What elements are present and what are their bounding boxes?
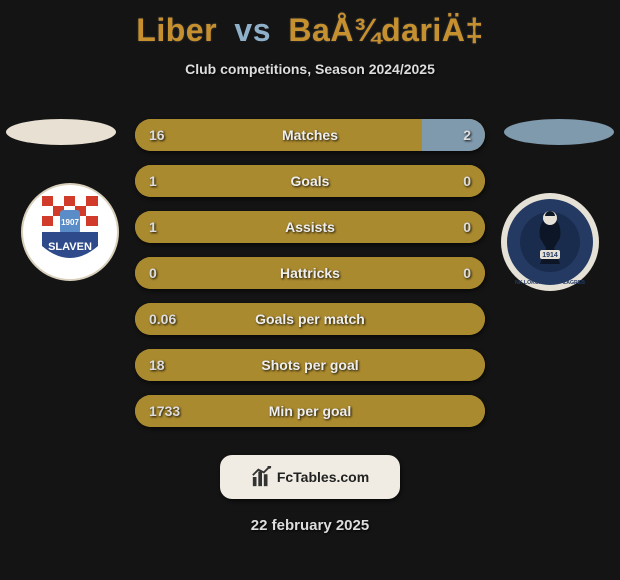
slaven-badge-icon: 1907 SLAVEN [20,182,120,282]
stat-label: Hattricks [280,265,340,281]
svg-text:1914: 1914 [542,252,558,259]
stat-label: Matches [282,127,338,143]
brand-text: FcTables.com [277,469,369,485]
chart-icon [251,466,273,488]
vs-text: vs [234,12,271,48]
svg-text:1907: 1907 [61,218,79,227]
player2-name: BaÅ¾dariÄ‡ [288,12,483,48]
stat-bar: 1733 Min per goal [135,395,485,427]
stat-value-left: 1 [149,173,157,189]
stat-value-left: 1 [149,219,157,235]
stat-label: Shots per goal [261,357,358,373]
left-player-pedestal [6,119,116,145]
stat-value-left: 16 [149,127,165,143]
stats-bars: 16 2 Matches 1 0 Goals 1 0 Assists 0 0 Hattricks 0.0… [135,107,485,427]
stat-value-right: 0 [463,173,471,189]
stat-value-right: 0 [463,265,471,281]
comparison-title: Liber vs BaÅ¾dariÄ‡ [0,0,620,49]
stat-value-left: 18 [149,357,165,373]
stat-label: Assists [285,219,335,235]
svg-text:SLAVEN: SLAVEN [48,241,92,253]
right-player-pedestal [504,119,614,145]
stat-label: Min per goal [269,403,351,419]
stat-value-right: 2 [463,127,471,143]
stat-bar-fill-right [422,119,485,151]
lokomotiva-badge-icon: 1914 NK LOKOMOTIVA · ZAGREB [500,192,600,292]
subtitle: Club competitions, Season 2024/2025 [0,61,620,77]
stat-bar: 0 0 Hattricks [135,257,485,289]
stat-value-right: 0 [463,219,471,235]
stat-value-left: 1733 [149,403,180,419]
stat-bar: 18 Shots per goal [135,349,485,381]
stat-bar-fill-left [135,119,422,151]
stat-value-left: 0 [149,265,157,281]
stat-bar: 16 2 Matches [135,119,485,151]
svg-text:NK LOKOMOTIVA · ZAGREB: NK LOKOMOTIVA · ZAGREB [515,280,585,286]
right-club-badge: 1914 NK LOKOMOTIVA · ZAGREB [500,192,600,292]
footer-date: 22 february 2025 [0,517,620,534]
stat-bar: 0.06 Goals per match [135,303,485,335]
player1-name: Liber [136,12,217,48]
stat-label: Goals per match [255,311,365,327]
stat-bar: 1 0 Goals [135,165,485,197]
stat-value-left: 0.06 [149,311,176,327]
footer-brand-pill[interactable]: FcTables.com [220,455,400,499]
stat-label: Goals [291,173,330,189]
stat-bar: 1 0 Assists [135,211,485,243]
left-club-badge: 1907 SLAVEN [20,182,120,282]
main-panel: 1907 SLAVEN 1914 NK LOKOMOTIVA · ZAGREB … [0,107,620,534]
